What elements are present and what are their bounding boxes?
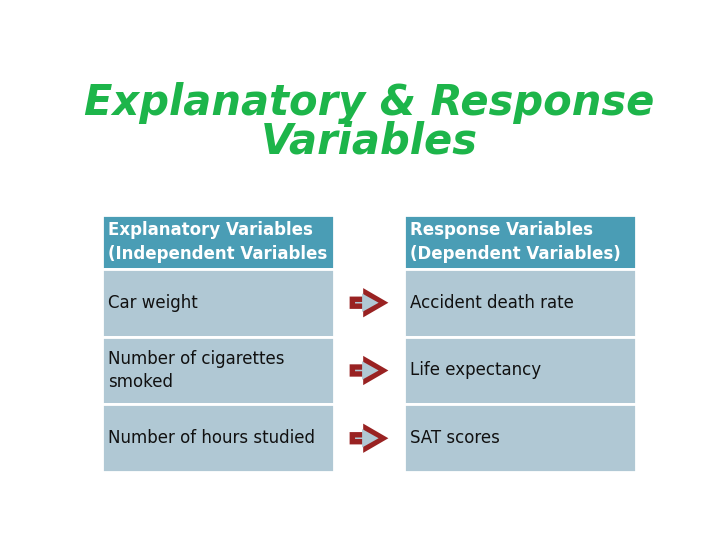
Bar xyxy=(404,336,636,404)
Text: Life expectancy: Life expectancy xyxy=(410,361,541,380)
Text: Response Variables
(Dependent Variables): Response Variables (Dependent Variables) xyxy=(410,221,621,262)
Bar xyxy=(404,269,636,336)
Text: Number of cigarettes
smoked: Number of cigarettes smoked xyxy=(108,350,284,392)
Polygon shape xyxy=(350,423,388,453)
Bar xyxy=(102,269,334,336)
Bar xyxy=(102,336,334,404)
Text: Number of hours studied: Number of hours studied xyxy=(108,429,315,447)
Polygon shape xyxy=(355,361,379,380)
Text: Accident death rate: Accident death rate xyxy=(410,294,574,312)
Bar xyxy=(102,215,334,269)
Text: Explanatory & Response: Explanatory & Response xyxy=(84,82,654,124)
Bar xyxy=(404,404,636,472)
Text: Explanatory Variables
(Independent Variables ): Explanatory Variables (Independent Varia… xyxy=(108,221,341,262)
Bar xyxy=(404,215,636,269)
Text: Car weight: Car weight xyxy=(108,294,197,312)
Text: SAT scores: SAT scores xyxy=(410,429,500,447)
Text: Variables: Variables xyxy=(261,121,477,163)
Polygon shape xyxy=(350,288,388,318)
Polygon shape xyxy=(355,294,379,312)
Polygon shape xyxy=(350,356,388,385)
Bar xyxy=(102,404,334,472)
Polygon shape xyxy=(355,429,379,448)
